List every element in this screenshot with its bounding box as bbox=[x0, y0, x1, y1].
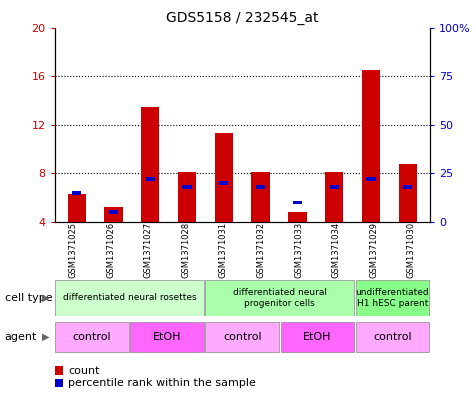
Text: GSM1371025: GSM1371025 bbox=[69, 222, 78, 277]
Text: GSM1371026: GSM1371026 bbox=[106, 222, 115, 277]
Text: percentile rank within the sample: percentile rank within the sample bbox=[68, 378, 256, 388]
Text: ▶: ▶ bbox=[42, 332, 50, 342]
Text: differentiated neural rosettes: differentiated neural rosettes bbox=[63, 293, 197, 302]
Text: GSM1371033: GSM1371033 bbox=[294, 221, 303, 278]
Text: GSM1371031: GSM1371031 bbox=[219, 222, 228, 277]
Bar bbox=[56, 322, 129, 352]
Title: GDS5158 / 232545_at: GDS5158 / 232545_at bbox=[166, 11, 319, 25]
Bar bbox=[131, 322, 204, 352]
Text: GSM1371030: GSM1371030 bbox=[407, 222, 416, 277]
Bar bbox=[356, 322, 429, 352]
Text: GSM1371028: GSM1371028 bbox=[181, 222, 190, 277]
Bar bbox=[141, 107, 160, 222]
Bar bbox=[325, 172, 343, 222]
Bar bbox=[293, 201, 302, 204]
Text: GSM1371029: GSM1371029 bbox=[369, 222, 378, 277]
Text: EtOH: EtOH bbox=[303, 332, 332, 342]
Bar bbox=[109, 211, 118, 214]
Bar bbox=[56, 280, 204, 316]
Bar bbox=[399, 163, 417, 222]
Text: GSM1371034: GSM1371034 bbox=[332, 222, 341, 277]
Bar bbox=[206, 280, 354, 316]
Text: control: control bbox=[223, 332, 262, 342]
Text: control: control bbox=[373, 332, 412, 342]
Bar bbox=[182, 185, 192, 189]
Text: differentiated neural
progenitor cells: differentiated neural progenitor cells bbox=[233, 288, 327, 308]
Bar bbox=[251, 172, 270, 222]
Bar bbox=[403, 185, 412, 189]
Bar bbox=[67, 194, 86, 222]
Bar bbox=[366, 177, 376, 181]
Bar bbox=[356, 280, 429, 316]
Bar bbox=[104, 208, 123, 222]
Bar bbox=[330, 185, 339, 189]
Bar bbox=[206, 322, 279, 352]
Text: EtOH: EtOH bbox=[153, 332, 181, 342]
Bar bbox=[256, 185, 265, 189]
Bar bbox=[219, 181, 228, 185]
Bar bbox=[146, 177, 155, 181]
Bar bbox=[72, 191, 81, 195]
Text: GSM1371027: GSM1371027 bbox=[144, 222, 153, 277]
Text: GSM1371032: GSM1371032 bbox=[256, 222, 266, 277]
Text: control: control bbox=[73, 332, 112, 342]
Bar bbox=[288, 212, 307, 222]
Bar bbox=[362, 70, 380, 222]
Text: count: count bbox=[68, 365, 99, 376]
Text: cell type: cell type bbox=[5, 293, 52, 303]
Bar bbox=[178, 172, 196, 222]
Bar bbox=[215, 133, 233, 222]
Text: ▶: ▶ bbox=[42, 293, 50, 303]
Text: agent: agent bbox=[5, 332, 37, 342]
Bar bbox=[281, 322, 354, 352]
Text: undifferentiated
H1 hESC parent: undifferentiated H1 hESC parent bbox=[355, 288, 429, 308]
